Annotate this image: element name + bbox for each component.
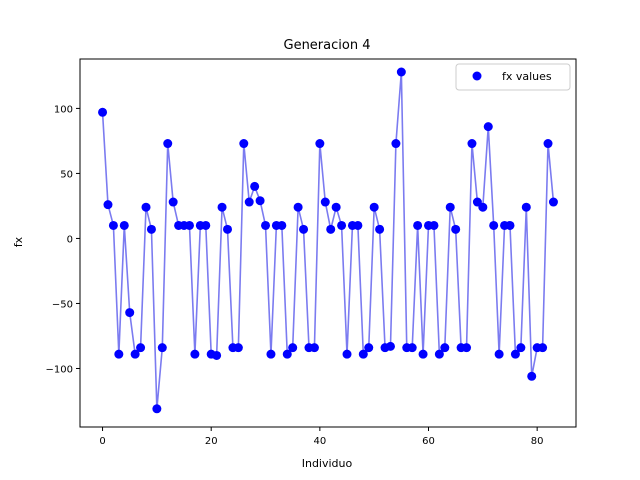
data-point [288, 343, 298, 353]
y-tick-label: −100 [46, 364, 73, 375]
data-point [543, 139, 553, 149]
data-point [315, 139, 325, 149]
data-point [429, 220, 439, 230]
data-point [375, 224, 385, 234]
legend-box [455, 63, 571, 91]
data-point [157, 343, 167, 353]
plot-frame [79, 58, 577, 428]
x-tick-label: 40 [313, 436, 326, 447]
data-point [527, 371, 537, 381]
x-tick-label: 20 [205, 436, 218, 447]
x-axis: 0 20 40 60 80 [99, 427, 544, 447]
data-point [282, 349, 292, 359]
data-point [119, 220, 129, 230]
data-point [451, 224, 461, 234]
data-point [467, 139, 477, 149]
data-point [391, 139, 401, 149]
data-point [353, 220, 363, 230]
legend-entry: fx values [502, 70, 552, 83]
data-point [309, 343, 319, 353]
data-point [108, 220, 118, 230]
data-point [255, 196, 265, 206]
data-point [223, 224, 232, 234]
y-tick-label: 100 [54, 104, 73, 115]
data-point [364, 343, 374, 353]
data-point [516, 343, 526, 353]
data-point [418, 349, 428, 359]
data-point [168, 197, 178, 207]
data-point [337, 220, 347, 230]
data-point [462, 343, 472, 353]
data-point [184, 220, 194, 230]
data-point [217, 202, 227, 212]
data-point [548, 197, 558, 207]
plot-area [79, 58, 577, 428]
data-point [146, 224, 156, 234]
data-point [521, 202, 531, 212]
data-point [396, 67, 406, 77]
data-point [538, 343, 548, 353]
data-point [244, 197, 254, 207]
data-point [494, 349, 504, 359]
data-point [407, 343, 417, 353]
data-point [212, 350, 222, 360]
data-point [266, 349, 276, 359]
series-line [101, 71, 555, 409]
data-point [163, 139, 173, 149]
data-point [510, 349, 520, 359]
data-point [478, 202, 488, 212]
y-tick-label: 0 [67, 234, 73, 245]
data-point [141, 202, 151, 212]
legend: fx values [455, 63, 571, 91]
data-point [293, 202, 303, 212]
data-point [277, 220, 287, 230]
x-axis-label: Individuo [302, 457, 353, 470]
data-point [239, 139, 249, 149]
data-point [369, 202, 379, 212]
data-point [233, 343, 243, 353]
data-point [385, 341, 395, 351]
legend-marker [472, 71, 482, 81]
y-tick-label: 50 [60, 169, 73, 180]
data-point [326, 224, 336, 234]
data-point [445, 202, 455, 212]
y-tick-label: −50 [52, 299, 73, 310]
data-point [505, 220, 515, 230]
data-point [413, 220, 423, 230]
y-axis-label: fx [12, 236, 25, 247]
chart-title: Generacion 4 [284, 38, 371, 53]
y-axis: −100 −50 0 50 100 [46, 104, 80, 375]
data-point [201, 220, 211, 230]
data-point [190, 349, 200, 359]
data-point [152, 404, 162, 414]
data-point [103, 200, 113, 210]
data-point [250, 181, 260, 191]
data-point [320, 197, 330, 207]
x-tick-label: 0 [99, 436, 105, 447]
data-point [114, 349, 124, 359]
data-point [483, 122, 493, 132]
data-point [358, 349, 368, 359]
data-point [434, 349, 444, 359]
data-point [299, 224, 309, 234]
data-point [136, 343, 146, 353]
data-point [489, 220, 499, 230]
x-tick-label: 80 [531, 436, 544, 447]
data-point [440, 343, 450, 353]
data-point [331, 202, 341, 212]
data-point [261, 220, 271, 230]
data-point [125, 308, 135, 318]
data-point [130, 349, 140, 359]
data-point [98, 107, 108, 117]
data-point [342, 349, 352, 359]
x-tick-label: 60 [422, 436, 435, 447]
